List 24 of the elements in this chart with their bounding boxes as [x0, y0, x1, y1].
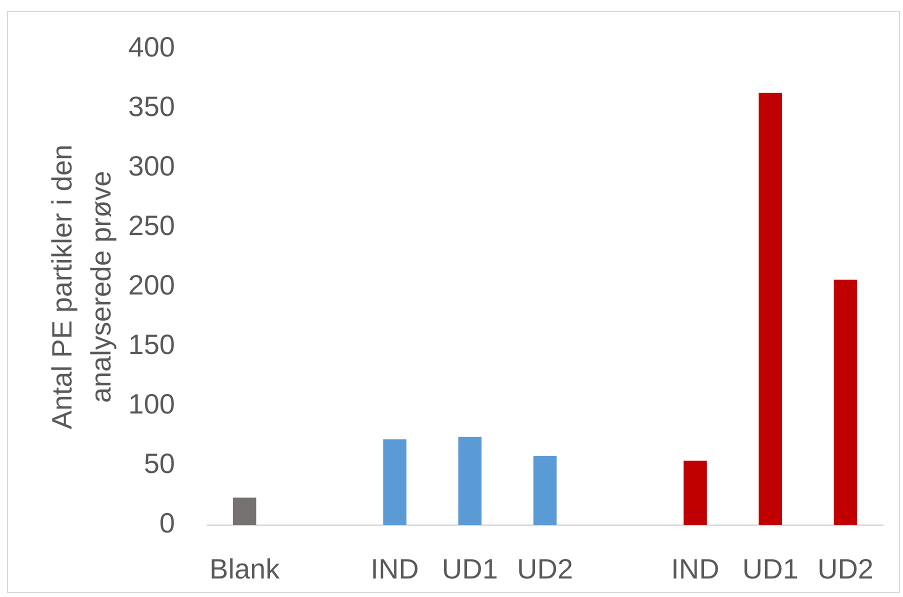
y-tick-label: 150	[128, 329, 175, 360]
y-tick-label: 0	[159, 508, 175, 539]
y-tick-label: 200	[128, 270, 175, 301]
bar	[834, 280, 858, 525]
bar	[458, 436, 482, 525]
x-tick-label: UD2	[817, 554, 874, 585]
bar	[758, 92, 782, 525]
y-tick-label: 300	[128, 150, 175, 182]
y-tick-label: 400	[128, 32, 175, 63]
y-axis-title: Antal PE partikler i den analyserede prøve	[46, 144, 117, 430]
bar	[533, 456, 557, 525]
x-tick-label: UD1	[742, 554, 798, 585]
x-tick-label: Blank	[210, 554, 281, 585]
x-tick-label: UD1	[442, 554, 498, 585]
y-tick-label: 350	[128, 91, 175, 122]
y-tick-label: 50	[144, 448, 175, 480]
x-tick-label: IND	[671, 554, 720, 585]
y-tick-label: 100	[128, 388, 175, 420]
y-tick-label: 250	[128, 210, 175, 242]
bar	[383, 439, 406, 525]
bar	[232, 498, 256, 525]
bar	[684, 460, 707, 525]
x-tick-label: IND	[370, 554, 419, 585]
x-tick-label: UD2	[517, 554, 574, 585]
